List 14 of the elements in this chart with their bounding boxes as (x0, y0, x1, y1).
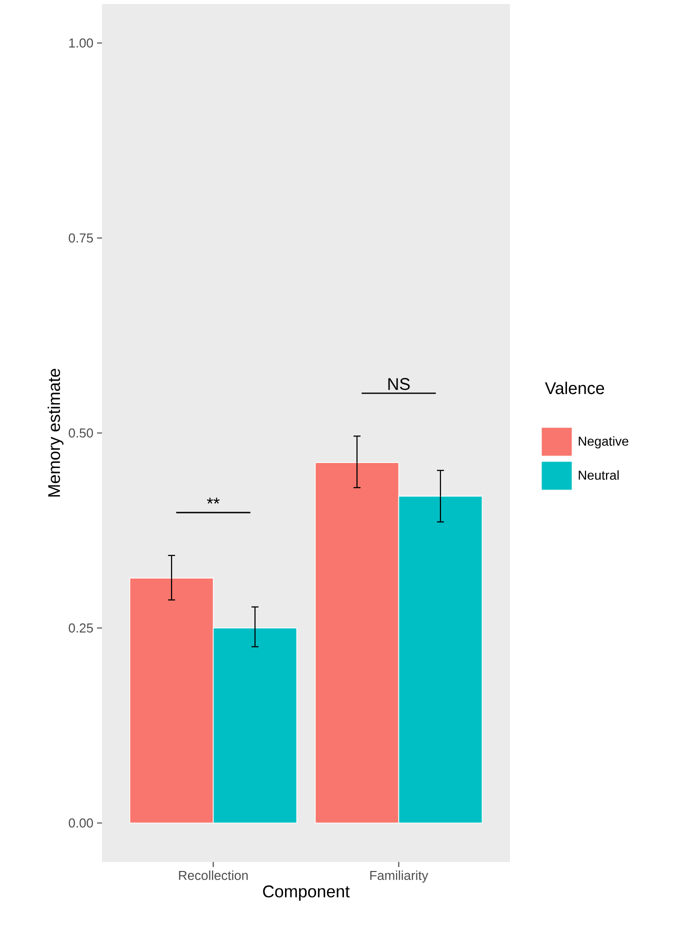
x-tick-label: Recollection (179, 870, 248, 880)
y-tick-label: 1.00 (69, 38, 93, 48)
legend-label: Negative (578, 436, 628, 448)
annotation: ** (206, 498, 220, 504)
legend-label: Neutral (578, 470, 619, 480)
y-axis-title: Memory estimate (48, 368, 64, 497)
legend-title: Valence (544, 382, 604, 394)
y-tick-label: 0.50 (68, 428, 93, 438)
y-tick-label: 0.00 (68, 818, 93, 828)
annotation: NS (388, 378, 410, 390)
x-tick-label: Familiarity (370, 870, 428, 883)
y-tick-label: 0.75 (68, 233, 93, 243)
x-axis-title: Component (263, 885, 350, 901)
y-tick-label: 0.25 (68, 623, 93, 633)
